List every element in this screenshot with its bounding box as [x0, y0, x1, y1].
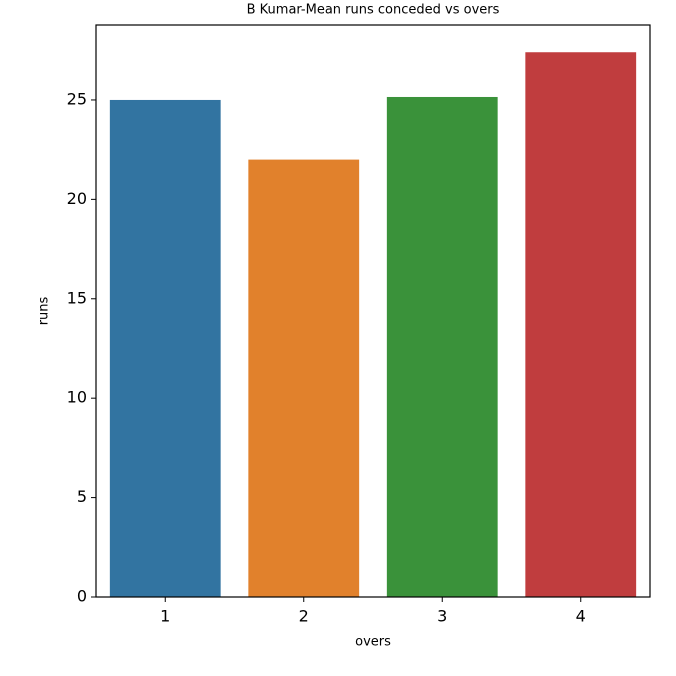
x-tick-label: 3 [437, 607, 447, 626]
bar [525, 52, 637, 597]
chart-title: B Kumar-Mean runs conceded vs overs [247, 3, 500, 18]
y-axis-label: runs [37, 296, 52, 325]
x-tick-label: 4 [576, 607, 586, 626]
y-tick-label: 25 [67, 89, 87, 108]
y-tick-label: 5 [77, 487, 87, 506]
x-tick-label: 1 [160, 607, 170, 626]
plot-frame [95, 24, 651, 598]
x-axis-label: overs [355, 635, 391, 650]
bar [386, 96, 498, 597]
x-tick-label: 2 [299, 607, 309, 626]
bar [248, 159, 360, 598]
y-tick-label: 20 [67, 189, 87, 208]
bar [109, 99, 221, 597]
y-tick-label: 0 [77, 587, 87, 606]
y-tick-label: 10 [67, 388, 87, 407]
y-tick-label: 15 [67, 288, 87, 307]
